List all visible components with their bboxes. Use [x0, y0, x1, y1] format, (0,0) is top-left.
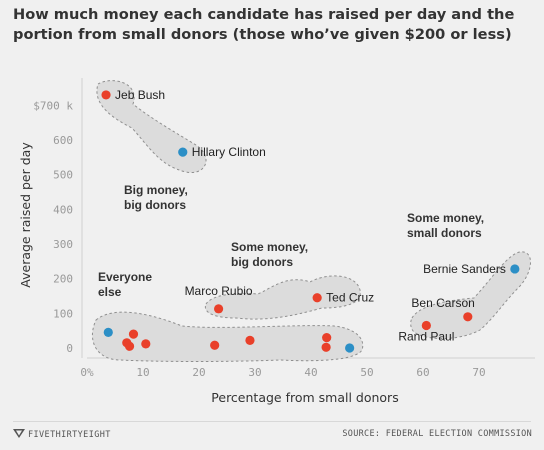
- annotation-line: Everyone: [98, 270, 152, 284]
- annotation-big-money-big-donors: Big money, big donors: [124, 183, 191, 212]
- annotation-line: big donors: [231, 255, 293, 269]
- annotation-some-money-small-donors: Some money, small donors: [407, 211, 487, 240]
- point-label: Bernie Sanders: [423, 262, 506, 276]
- y-tick-label: 400: [53, 203, 73, 216]
- annotation-everyone-else: Everyone else: [98, 270, 155, 299]
- brand-name: FIVETHIRTYEIGHT: [28, 430, 111, 440]
- brand-logo: FIVETHIRTYEIGHT: [13, 429, 111, 440]
- x-axis-label: Percentage from small donors: [211, 390, 398, 405]
- y-tick-label: 200: [53, 273, 73, 286]
- y-tick-label: 300: [53, 238, 73, 251]
- point: [141, 339, 151, 349]
- x-tick-label: 20: [192, 366, 205, 379]
- fivethirtyeight-logo-icon: [13, 429, 25, 438]
- point: [345, 343, 355, 353]
- annotation-line: else: [98, 285, 122, 299]
- y-tick-label: $700 k: [33, 99, 73, 112]
- y-tick-label: 500: [53, 169, 73, 182]
- footer-divider: [13, 421, 531, 422]
- x-tick-label: 60: [416, 366, 429, 379]
- point-label: Ben Carson: [411, 296, 474, 310]
- point-hillary-clinton: [178, 147, 188, 157]
- x-tick-label: 0%: [80, 366, 94, 379]
- x-tick-label: 10: [136, 366, 149, 379]
- point-ben-carson: [463, 312, 473, 322]
- cluster-some-money-small-donors: [410, 251, 531, 340]
- point-marco-rubio: [214, 304, 224, 314]
- annotation-some-money-big-donors: Some money, big donors: [231, 240, 311, 269]
- point: [128, 329, 139, 339]
- point-label: Jeb Bush: [115, 88, 165, 102]
- point: [124, 341, 135, 351]
- annotation-line: big donors: [124, 198, 186, 212]
- point: [321, 342, 331, 352]
- annotation-line: Some money,: [407, 211, 484, 225]
- point: [103, 327, 113, 337]
- cluster-some-money-big-donors: [204, 275, 361, 320]
- point-ted-cruz: [312, 293, 322, 303]
- cluster-big-money-big-donors: [96, 80, 207, 173]
- cluster-everyone-else: [91, 311, 364, 362]
- point: [210, 340, 220, 350]
- scatter-chart: 0 100 200 300 400 500 600 $700 k 0% 10 20 30 40 50 60 7…: [18, 78, 535, 405]
- point: [245, 335, 255, 345]
- cluster-regions: [91, 80, 531, 362]
- annotation-line: Some money,: [231, 240, 308, 254]
- y-tick-label: 600: [53, 134, 73, 147]
- data-points: Jeb Bush Hillary Clinton Bernie Sanders Ben…: [101, 88, 520, 353]
- annotations: Big money, big donors Some money, big do…: [98, 183, 487, 299]
- point-rand-paul: [421, 320, 431, 331]
- y-tick-label: 0: [66, 342, 73, 355]
- point-label: Marco Rubio: [185, 284, 253, 298]
- source-note: SOURCE: FEDERAL ELECTION COMMISSION: [342, 429, 532, 439]
- annotation-line: small donors: [407, 226, 482, 240]
- chart-title: How much money each candidate has raised…: [13, 6, 515, 43]
- annotation-line: Big money,: [124, 183, 188, 197]
- x-tick-label: 50: [360, 366, 373, 379]
- y-axis-label: Average raised per day: [18, 142, 33, 288]
- axes: 0 100 200 300 400 500 600 $700 k 0% 10 20 30 40 50 60 7…: [33, 78, 535, 379]
- point-label: Ted Cruz: [326, 291, 374, 305]
- x-tick-label: 40: [304, 366, 317, 379]
- x-tick-label: 30: [248, 366, 261, 379]
- point-label: Rand Paul: [398, 329, 454, 343]
- point-bernie-sanders: [510, 264, 520, 274]
- x-tick-label: 70: [472, 366, 485, 379]
- point-jeb-bush: [101, 90, 111, 100]
- point-label: Hillary Clinton: [192, 145, 266, 159]
- point: [322, 333, 332, 343]
- y-tick-label: 100: [53, 307, 73, 320]
